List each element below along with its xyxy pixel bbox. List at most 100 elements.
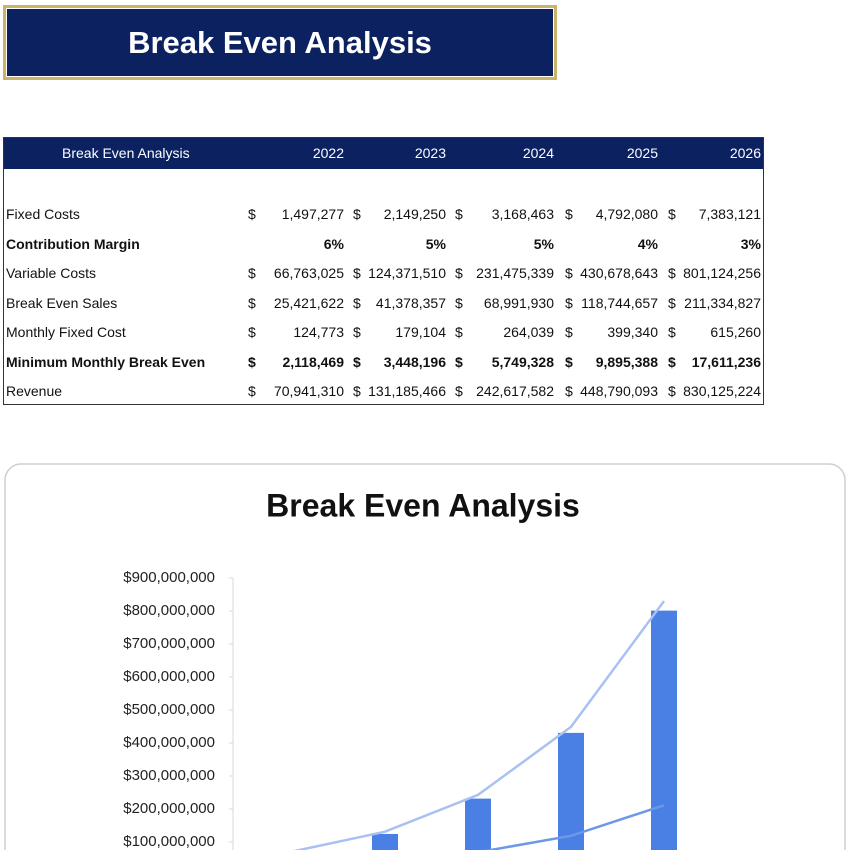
row-label: Minimum Monthly Break Even: [6, 353, 206, 370]
bar: [651, 610, 677, 850]
cell-value: 7,383,121: [698, 206, 761, 222]
cell-value: 3,448,196: [383, 353, 446, 370]
currency: $: [565, 353, 573, 370]
currency: $: [565, 206, 573, 222]
cell-value: 4%: [637, 235, 658, 252]
y-tick-label: $300,000,000: [123, 767, 215, 784]
currency: $: [455, 324, 463, 340]
line: [483, 804, 665, 850]
currency: $: [565, 324, 573, 340]
cell-value: 448,790,093: [580, 383, 658, 399]
y-tick-label: $400,000,000: [123, 734, 215, 751]
currency: $: [353, 353, 361, 370]
currency: $: [353, 324, 361, 340]
cell-value: 801,124,256: [683, 265, 761, 281]
cell-value: 179,104: [395, 324, 446, 340]
page-title: Break Even Analysis: [3, 5, 557, 80]
currency: $: [455, 265, 463, 281]
currency: $: [248, 265, 256, 281]
column-header: 2024: [522, 145, 554, 161]
cell-value: 2,118,469: [282, 353, 344, 370]
y-tick-label: $800,000,000: [123, 602, 215, 619]
y-tick-label: $900,000,000: [123, 569, 215, 586]
currency: $: [353, 206, 361, 222]
cell-value: 5%: [533, 235, 554, 252]
currency: $: [353, 265, 361, 281]
currency: $: [668, 324, 676, 340]
table-header: Break Even Analysis 2022 2023 2024 2025 2026: [4, 138, 763, 169]
row-label: Variable Costs: [6, 265, 97, 281]
cell-value: 68,991,930: [483, 294, 554, 311]
cell-value: 615,260: [710, 324, 761, 340]
table: Break Even Analysis 2022 2023 2024 2025 2026 …: [3, 137, 764, 405]
cell-value: 264,039: [503, 324, 554, 340]
bar: [558, 732, 584, 850]
bar: [372, 833, 398, 850]
y-tick-label: $500,000,000: [123, 701, 215, 718]
column-header: 2026: [729, 145, 761, 161]
cell-value: 211,334,827: [684, 294, 761, 311]
row-label: Contribution Margin: [6, 235, 140, 252]
row-label: Revenue: [6, 383, 63, 399]
currency: $: [668, 206, 676, 222]
row-label: Monthly Fixed Cost: [6, 324, 126, 340]
currency: $: [248, 383, 256, 399]
currency: $: [668, 294, 676, 311]
currency: $: [668, 383, 676, 399]
cell-value: 830,125,224: [683, 383, 761, 399]
cell-value: 70,941,310: [273, 383, 344, 399]
row-label: Fixed Costs: [6, 206, 80, 222]
currency: $: [455, 294, 463, 311]
currency: $: [668, 353, 676, 370]
column-header: 2025: [626, 145, 658, 161]
cell-value: 124,371,510: [368, 265, 446, 281]
cell-value: 124,773: [293, 324, 344, 340]
cell-value: 2,149,250: [383, 206, 446, 222]
currency: $: [248, 324, 256, 340]
currency: $: [668, 265, 676, 281]
currency: $: [353, 383, 361, 399]
currency: $: [248, 294, 256, 311]
currency: $: [565, 383, 573, 399]
cell-value: 399,340: [607, 324, 658, 340]
bar: [465, 798, 491, 850]
cell-value: 3,168,463: [491, 206, 554, 222]
cell-value: 242,617,582: [476, 383, 554, 399]
currency: $: [248, 353, 256, 370]
cell-value: 118,744,657: [581, 294, 658, 311]
currency: $: [455, 383, 463, 399]
column-header: 2023: [414, 145, 446, 161]
column-header: Break Even Analysis: [62, 145, 190, 161]
cell-value: 5,749,328: [491, 353, 554, 370]
cell-value: 430,678,643: [580, 265, 658, 281]
currency: $: [455, 353, 463, 370]
currency: $: [455, 206, 463, 222]
y-tick-label: $100,000,000: [123, 833, 215, 850]
cell-value: 131,185,466: [368, 383, 446, 399]
cell-value: 3%: [740, 235, 761, 252]
cell-value: 41,378,357: [375, 294, 446, 311]
chart-title: Break Even Analysis: [266, 487, 580, 523]
currency: $: [565, 265, 573, 281]
chart-panel: [4, 463, 846, 850]
y-tick-label: $200,000,000: [123, 800, 215, 817]
line: [293, 600, 666, 850]
y-tick-label: $600,000,000: [123, 668, 215, 685]
cell-value: 25,421,622: [273, 294, 344, 311]
row-label: Break Even Sales: [6, 294, 118, 311]
currency: $: [248, 206, 256, 222]
y-tick-label: $700,000,000: [123, 635, 215, 652]
cell-value: 9,895,388: [595, 353, 658, 370]
cell-value: 231,475,339: [476, 265, 554, 281]
cell-value: 66,763,025: [273, 265, 344, 281]
cell-value: 4,792,080: [595, 206, 658, 222]
cell-value: 6%: [323, 235, 344, 252]
currency: $: [353, 294, 361, 311]
currency: $: [565, 294, 573, 311]
cell-value: 17,611,236: [691, 353, 761, 370]
column-header: 2022: [312, 145, 344, 161]
cell-value: 1,497,277: [281, 206, 344, 222]
cell-value: 5%: [425, 235, 446, 252]
